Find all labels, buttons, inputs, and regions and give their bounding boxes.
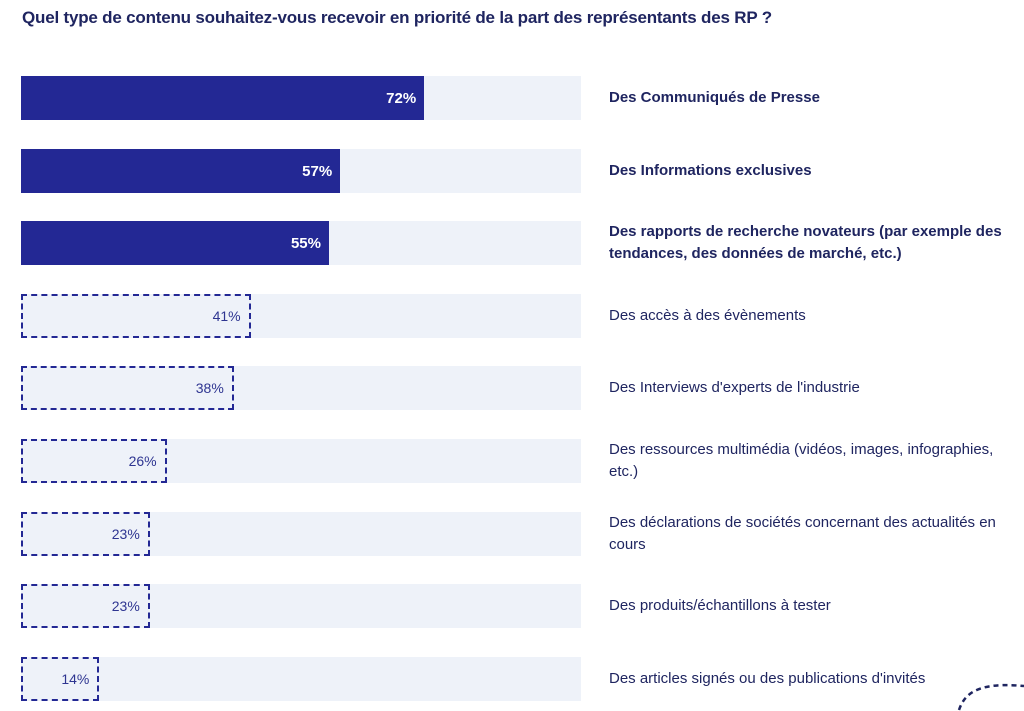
- bar-outlined: 14%: [21, 657, 100, 701]
- bar-highlighted: 57%: [21, 149, 341, 193]
- category-label: Des Informations exclusives: [609, 162, 812, 179]
- bar-value-label: 38%: [195, 380, 224, 396]
- category-label: Des Interviews d'experts de l'industrie: [609, 379, 860, 396]
- bar-outlined: 23%: [21, 584, 150, 628]
- bar-row: 14% Des articles signés ou des publicatio…: [0, 657, 1024, 701]
- bar-value-label: 14%: [61, 671, 90, 687]
- bar-value-label: 23%: [111, 598, 140, 614]
- bar-track: 57%: [21, 149, 581, 193]
- category-label: Des rapports de recherche novateurs (par…: [609, 223, 1002, 262]
- bar-value-label: 23%: [111, 526, 140, 542]
- bar-track: 38%: [21, 366, 581, 410]
- bar-outlined: 38%: [21, 366, 234, 410]
- bar-value-label: 55%: [290, 234, 321, 252]
- category-label: Des Communiqués de Presse: [609, 89, 820, 106]
- bar-track: 23%: [21, 584, 581, 628]
- bar-highlighted: 72%: [21, 76, 425, 120]
- bar-track: 23%: [21, 512, 581, 556]
- bar-row: 23% Des produits/échantillons à tester: [0, 584, 1024, 628]
- bar-track: 26%: [21, 439, 581, 483]
- bar-row: 23% Des déclarations de sociétés concerna…: [0, 512, 1024, 556]
- bar-row: 55% Des rapports de recherche novateurs (…: [0, 221, 1024, 265]
- bar-value-label: 72%: [386, 89, 417, 107]
- dashed-curve-icon: [957, 683, 1024, 711]
- bar-highlighted: 55%: [21, 221, 329, 265]
- bar-track: 55%: [21, 221, 581, 265]
- category-label: Des déclarations de sociétés concernant …: [609, 514, 996, 553]
- bar-outlined: 41%: [21, 294, 251, 338]
- bar-value-label: 41%: [212, 308, 241, 324]
- category-label: Des produits/échantillons à tester: [609, 597, 831, 614]
- category-label: Des ressources multimédia (vidéos, image…: [609, 441, 994, 480]
- bar-outlined: 26%: [21, 439, 167, 483]
- category-label: Des accès à des évènements: [609, 307, 806, 324]
- bar-track: 41%: [21, 294, 581, 338]
- bar-row: 41% Des accès à des évènements: [0, 294, 1024, 338]
- chart-title: Quel type de contenu souhaitez-vous rece…: [22, 8, 772, 27]
- bar-row: 38% Des Interviews d'experts de l'industr…: [0, 366, 1024, 410]
- bar-track: 14%: [21, 657, 581, 701]
- bar-row: 57% Des Informations exclusives: [0, 149, 1024, 193]
- bar-track: 72%: [21, 76, 581, 120]
- bar-row: 72% Des Communiqués de Presse: [0, 76, 1024, 120]
- bar-outlined: 23%: [21, 512, 150, 556]
- bar-value-label: 26%: [128, 453, 157, 469]
- bar-row: 26% Des ressources multimédia (vidéos, im…: [0, 439, 1024, 483]
- category-label: Des articles signés ou des publications …: [609, 670, 926, 687]
- bar-value-label: 57%: [302, 162, 333, 180]
